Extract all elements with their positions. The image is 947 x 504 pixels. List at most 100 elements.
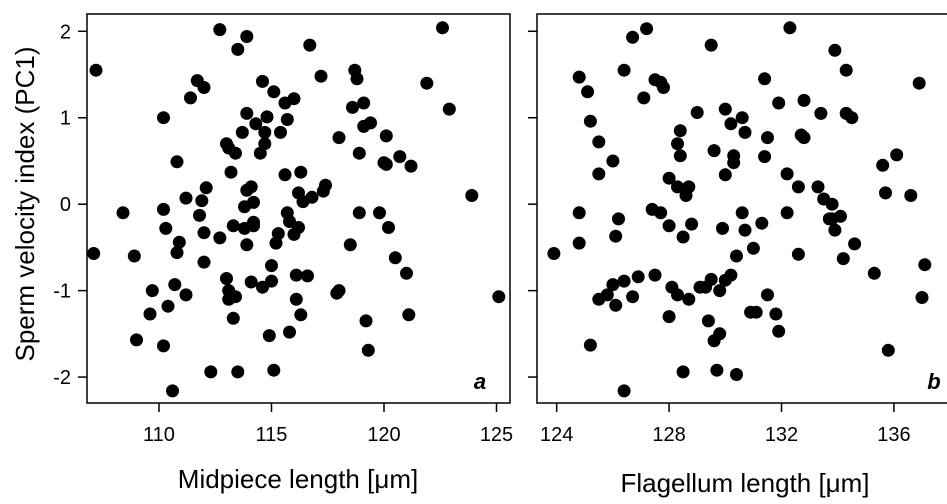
panel-b-data-point: [918, 258, 932, 272]
panel-a-data-point: [193, 208, 206, 222]
panel-b-data-point: [727, 149, 741, 163]
panel-b-data-point: [617, 274, 631, 288]
panel-a-data-point: [145, 284, 159, 298]
panel-b-data-point: [640, 22, 654, 36]
panel-b-data-point: [606, 154, 620, 168]
panel-b-data-point: [581, 85, 595, 99]
panel-a-data-point: [127, 249, 141, 263]
panel-b-data-point: [890, 148, 904, 162]
panel-b-data-point: [814, 106, 828, 120]
panel-b-data-point: [811, 180, 825, 194]
panel-a-data-point: [89, 63, 103, 77]
panel-b-data-point: [648, 268, 662, 282]
panel-b-x-tick-label: 124: [540, 424, 573, 446]
panel-a-data-point: [301, 269, 314, 283]
panel-b-data-point: [713, 284, 727, 298]
panel-a-data-point: [231, 42, 245, 56]
panel-a-data-point: [287, 92, 301, 106]
panel-b-data-point: [662, 219, 676, 233]
panel-b-data-point: [654, 206, 668, 220]
panel-b: 124 128 132 136 b Flagellum length [μm]: [528, 13, 947, 498]
panel-a-data-point: [213, 231, 227, 245]
panel-a-data-point: [442, 102, 456, 116]
panel-b-data-point: [673, 149, 687, 163]
panel-a-data-point: [271, 227, 285, 241]
panel-a-data-point: [224, 165, 238, 179]
panel-a-data-point: [274, 125, 287, 139]
panel-b-data-point: [631, 270, 645, 284]
panel-a-data-point: [197, 255, 211, 269]
panel-b-data-point: [716, 221, 729, 235]
panel-a-data-point: [258, 125, 272, 139]
panel-b-data-point: [876, 158, 890, 172]
panel-b-data-point: [761, 131, 774, 145]
panel-b-data-point: [671, 137, 684, 151]
panel-a-data-point: [292, 221, 305, 234]
panel-a-data-point: [258, 137, 272, 151]
panel-b-data-point: [791, 247, 805, 261]
panel-b-data-point: [780, 167, 794, 181]
panel-a-data-point: [265, 274, 278, 288]
panel-a-data-point: [267, 363, 281, 377]
panel-b-x-tick-label: 132: [765, 424, 798, 446]
panel-b-frame: [536, 13, 947, 404]
panel-a-data-point: [357, 96, 371, 110]
panel-a-data-point: [289, 268, 303, 282]
panel-b-data-point: [626, 30, 640, 44]
panel-a-data-point: [289, 292, 303, 306]
panel-b-data-point: [676, 365, 690, 379]
panel-a-data-point: [420, 76, 434, 90]
panel-a-data-point: [404, 159, 418, 173]
panel-a-data-point: [379, 129, 393, 143]
panel-a-data-point: [283, 325, 296, 339]
panel-a-data-point: [402, 308, 416, 322]
panel-b-data-point: [617, 384, 631, 398]
panel-b-data-point: [704, 272, 718, 286]
panel-a-data-point: [393, 150, 407, 164]
panel-b-data-point: [671, 288, 684, 302]
panel-a-data-point: [314, 69, 328, 83]
panel-b-data-point: [685, 217, 699, 231]
panel-b-data-point: [797, 93, 811, 107]
panel-b-data-point: [867, 266, 881, 280]
panel-b-data-point: [848, 237, 862, 251]
panel-a-letter: a: [474, 369, 486, 394]
panel-b-data-point: [738, 223, 752, 237]
panel-b-data-point: [617, 63, 631, 77]
panel-a-data-point: [436, 21, 449, 35]
panel-a-data-point: [303, 38, 317, 52]
panel-a-data-point: [352, 146, 366, 160]
panel-a-data-point: [294, 165, 308, 179]
panel-a-data-point: [170, 155, 184, 169]
panel-b-data-point: [749, 305, 763, 319]
panel-a-data-point: [143, 307, 157, 321]
panel-b-data-point: [673, 124, 687, 138]
panel-b-data-point: [704, 38, 718, 52]
panel-b-data-point: [682, 292, 696, 306]
panel-a-data-point: [235, 125, 249, 139]
panel-a-data-point: [157, 111, 170, 125]
panel-a-data-point: [400, 266, 413, 280]
panel-a-data-point: [260, 110, 274, 124]
panel-a-data-point: [359, 314, 373, 328]
panel-b-x-tick-label: 128: [652, 424, 685, 446]
panel-a-data-point: [87, 247, 101, 260]
panel-b-data-point: [592, 167, 606, 181]
panel-b-data-point: [780, 206, 794, 220]
panel-b-data-point: [797, 131, 811, 145]
panel-a-data-point: [231, 365, 245, 379]
panel-a-data-point: [382, 221, 395, 234]
panel-b-data-point: [637, 91, 651, 105]
panel-b-data-point: [879, 186, 892, 200]
y-axis-title: Sperm velocity index (PC1): [10, 47, 40, 362]
panel-b-data-point: [836, 252, 850, 266]
panel-a: 110 115 120 125 -2 -1 0 1 2 a Midpiece length [μ…: [53, 13, 513, 494]
panel-b-data-point: [772, 324, 786, 338]
panel-a-data-point: [116, 206, 130, 220]
panel-a-x-axis-title: Midpiece length [μm]: [178, 464, 418, 494]
panel-a-y-tick-label: -2: [53, 367, 71, 389]
panel-a-data-point: [184, 91, 197, 105]
panel-a-data-point: [361, 343, 375, 357]
